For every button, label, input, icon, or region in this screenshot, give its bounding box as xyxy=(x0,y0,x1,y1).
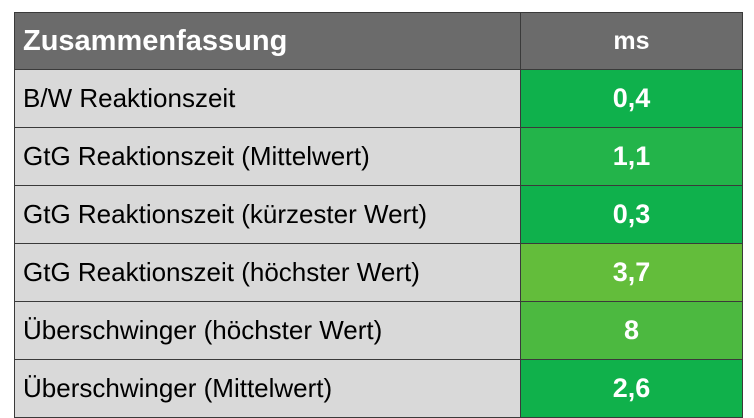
row-label-bw-reaction-time: B/W Reaktionszeit xyxy=(14,69,521,128)
row-value-overshoot-average: 2,6 xyxy=(520,359,743,418)
row-value-bw-reaction-time: 0,4 xyxy=(520,69,743,128)
row-value-overshoot-highest: 8 xyxy=(520,301,743,360)
table-row: Überschwinger (höchster Wert) 8 xyxy=(14,301,743,360)
table-header-row: Zusammenfassung ms xyxy=(14,12,743,70)
table-row: GtG Reaktionszeit (kürzester Wert) 0,3 xyxy=(14,185,743,244)
row-value-gtg-shortest: 0,3 xyxy=(520,185,743,244)
row-label-gtg-shortest: GtG Reaktionszeit (kürzester Wert) xyxy=(14,185,521,244)
table-row: GtG Reaktionszeit (Mittelwert) 1,1 xyxy=(14,127,743,186)
header-unit: ms xyxy=(520,12,743,70)
row-value-gtg-average: 1,1 xyxy=(520,127,743,186)
table-row: GtG Reaktionszeit (höchster Wert) 3,7 xyxy=(14,243,743,302)
row-label-gtg-average: GtG Reaktionszeit (Mittelwert) xyxy=(14,127,521,186)
summary-table: Zusammenfassung ms B/W Reaktionszeit 0,4… xyxy=(14,12,743,418)
header-title: Zusammenfassung xyxy=(14,12,521,70)
row-label-overshoot-average: Überschwinger (Mittelwert) xyxy=(14,359,521,418)
table-row: Überschwinger (Mittelwert) 2,6 xyxy=(14,359,743,418)
row-value-gtg-highest: 3,7 xyxy=(520,243,743,302)
table-row: B/W Reaktionszeit 0,4 xyxy=(14,69,743,128)
row-label-overshoot-highest: Überschwinger (höchster Wert) xyxy=(14,301,521,360)
row-label-gtg-highest: GtG Reaktionszeit (höchster Wert) xyxy=(14,243,521,302)
